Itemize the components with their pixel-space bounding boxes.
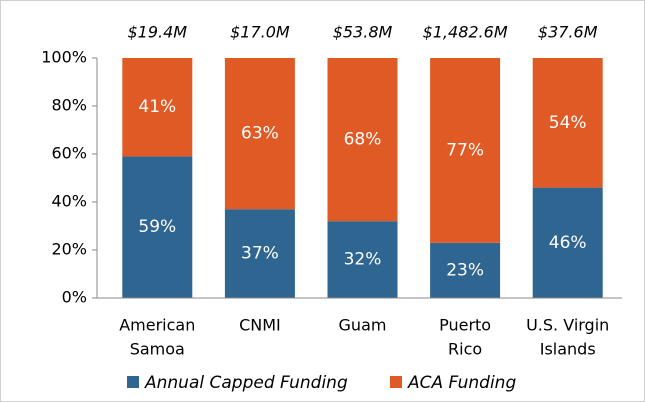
x-tick-label: U.S. Virgin [526,316,609,335]
segment-label: 68% [344,130,382,150]
bar-segment [122,156,193,298]
segment-label: 32% [344,250,382,270]
bar-segment [224,58,295,210]
legend-swatch [127,376,139,388]
total-label: $19.4M [127,23,187,42]
segment-label: 54% [549,113,587,133]
bar-segment [532,187,603,298]
x-tick-label: Samoa [130,340,185,359]
x-tick-label: Guam [339,316,387,335]
bar-segment [224,209,295,298]
bar-segment [327,58,398,222]
bar-segment [532,58,603,188]
segment-label: 46% [549,233,587,253]
y-tick-label: 20% [51,240,87,259]
legend-label: Annual Capped Funding [144,373,348,393]
segment-label: 37% [241,244,279,264]
segment-label: 23% [446,260,484,280]
bar-segment [430,58,501,243]
x-tick-label: American [119,316,195,335]
y-tick-label: 0% [62,288,87,307]
total-label: $37.6M [538,23,598,42]
x-tick-label: Rico [448,340,482,359]
total-label: $53.8M [333,23,393,42]
y-tick-label: 100% [41,48,87,67]
legend-label: ACA Funding [407,373,516,393]
bar-segment [430,242,501,298]
x-tick-label: Puerto [439,316,491,335]
x-tick-label: CNMI [239,316,281,335]
y-tick-label: 80% [51,96,87,115]
segment-label: 77% [446,140,484,160]
x-tick-label: Islands [540,340,596,359]
legend-swatch [390,376,402,388]
bar-segment [327,221,398,298]
y-tick-label: 40% [51,192,87,211]
total-label: $17.0M [230,23,290,42]
segment-label: 63% [241,124,279,144]
segment-label: 59% [138,217,176,237]
segment-label: 41% [138,97,176,117]
y-tick-label: 60% [51,144,87,163]
bar-segment [122,58,193,157]
total-label: $1,482.6M [423,23,508,42]
